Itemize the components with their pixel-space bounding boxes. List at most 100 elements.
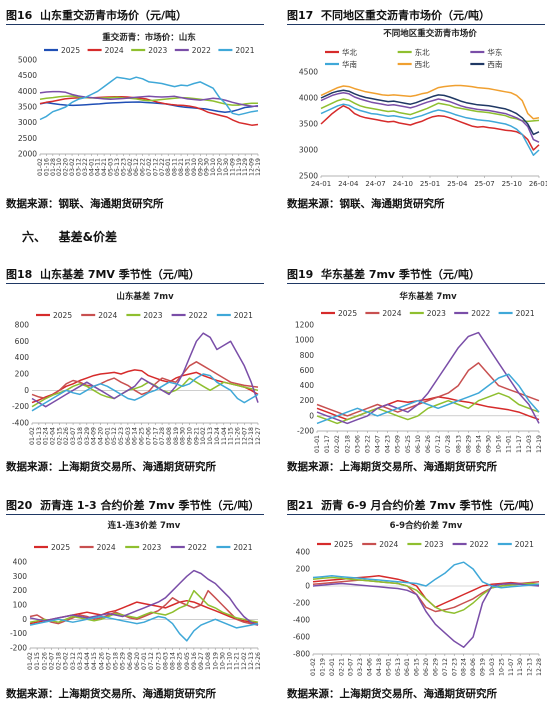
x-tick-label: 01-02 xyxy=(27,652,34,670)
chart-shandong-basis: 山东基差 7mv 2025 2024 2023 2022 2021 -400 -200 0 200… xyxy=(12,291,262,445)
y-tick-label: 0 xyxy=(24,386,29,395)
y-tick-label: 200 xyxy=(296,565,311,574)
x-tick-label: 04-07 xyxy=(375,435,382,453)
y-tick-label: 300 xyxy=(13,572,28,581)
fig21-source: 数据来源：上海期货交易所、海通期货研究所 xyxy=(287,688,497,700)
legend-label: 2024 xyxy=(98,311,117,320)
x-tick-label: 07-17 xyxy=(152,427,159,445)
series-line xyxy=(31,377,259,408)
x-tick-label: 12-02 xyxy=(241,652,248,670)
x-tick-label: 12-27 xyxy=(255,427,262,445)
x-tick-label: 06-02 xyxy=(127,158,134,176)
x-tick-label: 10-25 xyxy=(498,658,505,676)
x-tick-label: 07-06 xyxy=(145,427,152,445)
x-tick-label: 07-02 xyxy=(146,158,153,176)
x-tick-label: 09-06 xyxy=(470,658,477,676)
x-tick-label: 03-29 xyxy=(84,427,91,445)
x-tick-label: 11-15 xyxy=(228,427,235,445)
chart-spread-6-9: 6-9合约价差 7mv 2025 2024 2023 2022 2021 -800 -600 -… xyxy=(293,520,543,676)
x-tick-label: 08-03 xyxy=(162,652,169,670)
x-tick-label: 10-03 xyxy=(489,658,496,676)
y-tick-label: 3000 xyxy=(299,146,318,155)
x-tick-label: 11-21 xyxy=(234,652,241,670)
fig18-title: 图18 山东基差 7MV 季节性（元/吨） xyxy=(6,266,200,282)
y-tick-label: 2000 xyxy=(18,150,37,159)
x-tick-label: 01-26 xyxy=(41,652,48,670)
x-tick-label: 01-24 xyxy=(43,427,50,445)
series-line xyxy=(31,332,259,408)
x-tick-label: 25-07 xyxy=(474,180,494,188)
x-tick-label: 07-12 xyxy=(435,435,442,453)
legend-label: 2025 xyxy=(334,540,353,549)
x-tick-label: 02-18 xyxy=(344,435,351,453)
y-tick-label: -600 xyxy=(293,633,310,642)
x-tick-label: 10-19 xyxy=(212,652,219,670)
x-tick-label: 11-29 xyxy=(242,158,249,176)
section-number: 六、 xyxy=(22,230,47,244)
x-tick-label: 04-06 xyxy=(367,658,374,676)
legend-label: 2024 xyxy=(382,309,401,318)
x-tick-label: 04-18 xyxy=(376,658,383,676)
x-tick-label: 07-22 xyxy=(159,158,166,176)
x-tick-label: 12-19 xyxy=(255,158,262,176)
x-tick-label: 02-10 xyxy=(56,158,63,176)
legend-label: 2021 xyxy=(516,309,535,318)
fig19-rule xyxy=(287,283,545,284)
series-line xyxy=(39,76,259,121)
chart-title: 6-9合约价差 7mv xyxy=(390,520,463,531)
x-tick-label: 10-13 xyxy=(207,427,214,445)
series-line xyxy=(320,84,540,120)
x-tick-label: 04-21 xyxy=(101,158,108,176)
x-tick-label: 06-01 xyxy=(404,658,411,676)
x-tick-label: 24-07 xyxy=(365,180,385,188)
x-tick-label: 09-19 xyxy=(480,658,487,676)
fig16-rule xyxy=(6,24,264,25)
legend-label: 西南 xyxy=(487,59,502,69)
x-tick-label: 12-03 xyxy=(526,435,533,453)
series-line xyxy=(316,373,540,425)
x-tick-label: 10-24 xyxy=(214,427,221,445)
series-line xyxy=(29,589,259,626)
x-tick-label: 10-02 xyxy=(200,427,207,445)
y-tick-label: 5000 xyxy=(18,56,37,65)
x-tick-label: 11-19 xyxy=(236,158,243,176)
x-tick-label: 08-31 xyxy=(184,158,191,176)
fig17-rule xyxy=(287,24,545,25)
legend-label: 2022 xyxy=(188,543,207,552)
fig18-number: 图18 xyxy=(6,268,33,281)
y-tick-label: 400 xyxy=(15,353,30,362)
legend-label: 2024 xyxy=(379,540,398,549)
x-tick-label: 07-23 xyxy=(155,652,162,670)
x-tick-label: 03-12 xyxy=(75,158,82,176)
y-tick-label: 100 xyxy=(13,601,28,610)
x-tick-label: 08-08 xyxy=(166,427,173,445)
fig17-source: 数据来源：钢联、海通期货研究所 xyxy=(287,198,445,210)
fig16-source: 数据来源：钢联、海通期货研究所 xyxy=(6,198,164,210)
x-tick-label: 09-10 xyxy=(187,427,194,445)
y-tick-label: 0 xyxy=(305,582,310,591)
x-tick-label: 11-01 xyxy=(506,435,513,453)
fig17-title: 图17 不同地区重交沥青市场价（元/吨） xyxy=(287,7,490,23)
series-line xyxy=(39,101,259,113)
x-tick-label: 03-23 xyxy=(77,652,84,670)
x-tick-label: 06-25 xyxy=(139,427,146,445)
series-line xyxy=(312,582,540,648)
y-tick-label: -400 xyxy=(293,616,310,625)
fig17-title-text: 不同地区重交沥青市场价（元/吨） xyxy=(320,9,491,22)
x-tick-label: 09-14 xyxy=(475,435,482,453)
x-tick-label: 03-02 xyxy=(69,158,76,176)
y-tick-label: 200 xyxy=(13,586,28,595)
x-tick-label: 07-12 xyxy=(152,158,159,176)
x-tick-label: 12-13 xyxy=(527,658,534,676)
series-line xyxy=(316,392,540,425)
y-tick-label: 0 xyxy=(22,615,27,624)
x-tick-label: 03-18 xyxy=(77,427,84,445)
x-tick-label: 03-06 xyxy=(354,435,361,453)
x-tick-label: 05-13 xyxy=(114,158,121,176)
fig18-rule xyxy=(6,283,264,284)
fig16-number: 图16 xyxy=(6,9,33,22)
x-tick-label: 07-28 xyxy=(159,427,166,445)
y-tick-label: 2500 xyxy=(18,134,37,143)
fig19-title-text: 华东基差 7mv 季节性（元/吨） xyxy=(320,268,480,281)
series-line xyxy=(31,373,259,412)
